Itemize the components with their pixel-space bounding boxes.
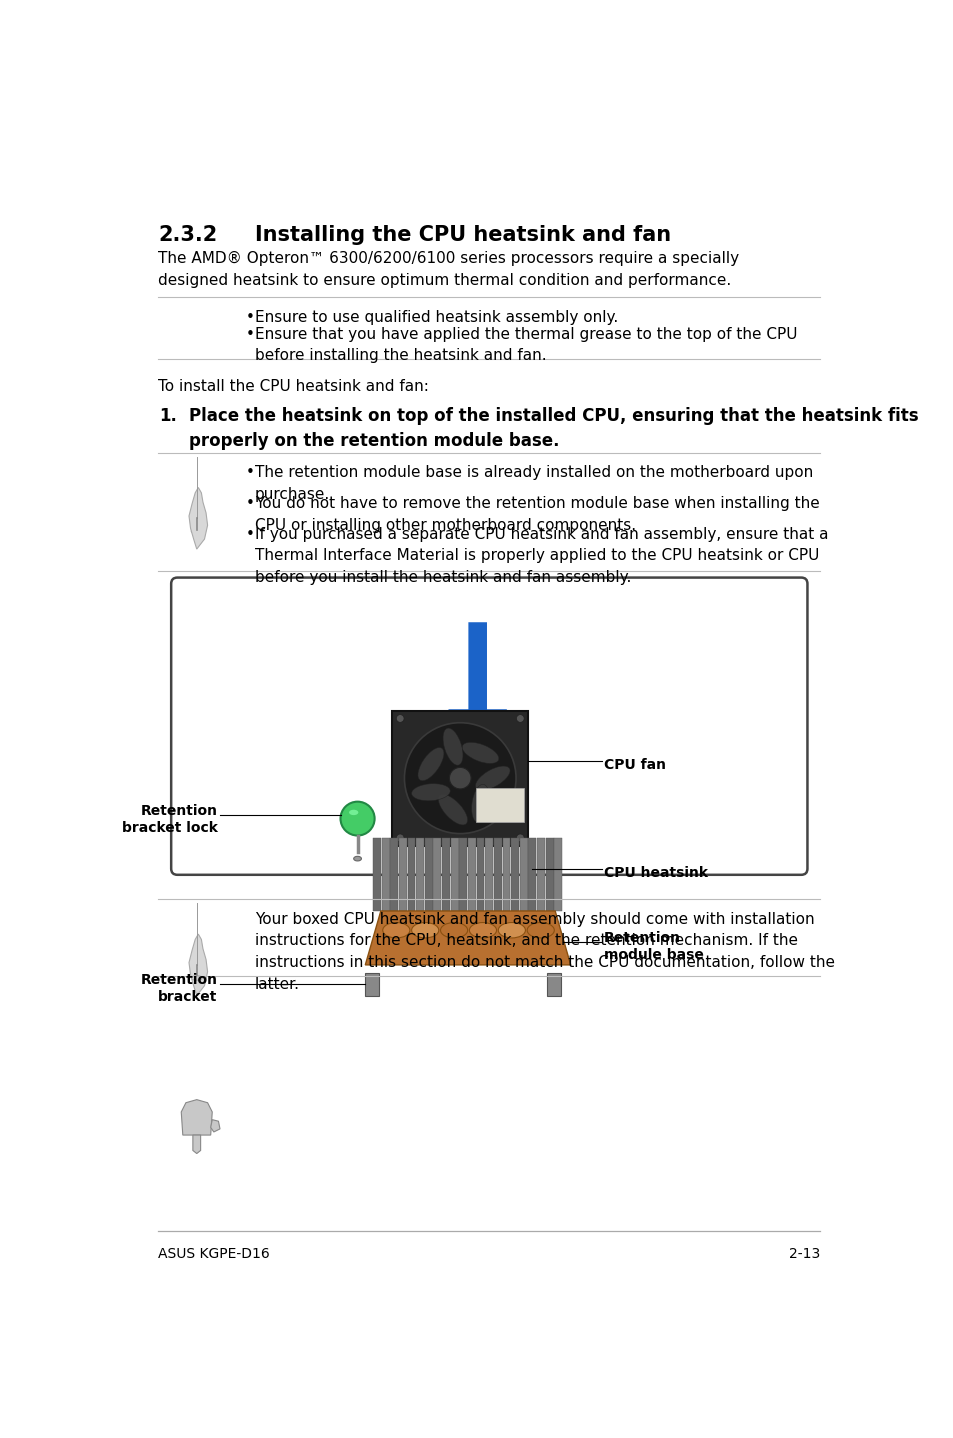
Ellipse shape [475,766,510,791]
Polygon shape [448,623,507,752]
Text: Retention
bracket: Retention bracket [140,974,217,1004]
Ellipse shape [438,794,467,825]
Ellipse shape [497,923,525,938]
Ellipse shape [354,856,361,861]
Polygon shape [189,935,208,995]
Polygon shape [211,1120,220,1132]
Polygon shape [545,838,553,912]
FancyBboxPatch shape [392,710,528,846]
Text: CPU heatsink: CPU heatsink [603,866,707,880]
Polygon shape [433,838,441,912]
Text: Ensure that you have applied the thermal grease to the top of the CPU
before ins: Ensure that you have applied the thermal… [254,326,797,364]
Polygon shape [476,838,484,912]
Polygon shape [502,838,510,912]
Circle shape [395,834,404,841]
Ellipse shape [471,784,489,823]
Polygon shape [189,487,208,549]
Polygon shape [476,788,523,823]
Ellipse shape [349,810,358,815]
Polygon shape [416,838,424,912]
Polygon shape [441,838,450,912]
Polygon shape [537,838,544,912]
Polygon shape [459,838,467,912]
Text: Ensure to use qualified heatsink assembly only.: Ensure to use qualified heatsink assembl… [254,309,618,325]
Polygon shape [450,838,458,912]
Polygon shape [494,838,501,912]
Polygon shape [468,838,476,912]
Text: Your boxed CPU heatsink and fan assembly should come with installation
instructi: Your boxed CPU heatsink and fan assembly… [254,912,834,992]
Polygon shape [381,838,389,912]
Polygon shape [511,838,518,912]
Circle shape [340,801,375,835]
Text: •: • [245,464,254,480]
Ellipse shape [192,975,202,981]
Polygon shape [528,838,536,912]
Ellipse shape [411,923,438,938]
Polygon shape [519,838,527,912]
Ellipse shape [192,529,202,533]
Text: Place the heatsink on top of the installed CPU, ensuring that the heatsink fits
: Place the heatsink on top of the install… [189,407,918,450]
Ellipse shape [440,923,467,938]
Polygon shape [193,1135,200,1153]
Polygon shape [373,838,380,912]
Text: If you purchased a separate CPU heatsink and fan assembly, ensure that a
Thermal: If you purchased a separate CPU heatsink… [254,526,827,585]
Ellipse shape [527,923,554,938]
Circle shape [404,723,516,834]
Ellipse shape [411,784,450,801]
Polygon shape [365,912,570,965]
Text: The AMD® Opteron™ 6300/6200/6100 series processors require a specially
designed : The AMD® Opteron™ 6300/6200/6100 series … [158,252,739,288]
Ellipse shape [442,728,462,765]
Polygon shape [424,838,433,912]
Polygon shape [554,838,561,912]
Text: ASUS KGPE-D16: ASUS KGPE-D16 [158,1247,270,1261]
Polygon shape [547,972,560,995]
FancyBboxPatch shape [171,578,806,874]
Ellipse shape [382,923,410,938]
Text: •: • [245,496,254,510]
Polygon shape [398,838,406,912]
Text: 2-13: 2-13 [788,1247,819,1261]
Circle shape [516,715,523,722]
Text: 1.: 1. [159,407,177,424]
Polygon shape [390,838,397,912]
Ellipse shape [462,742,498,764]
Text: Installing the CPU heatsink and fan: Installing the CPU heatsink and fan [254,224,670,244]
Ellipse shape [417,748,443,781]
Circle shape [449,768,471,789]
Text: •: • [245,309,254,325]
Text: Retention
module base: Retention module base [603,930,703,962]
Text: •: • [245,326,254,342]
Ellipse shape [469,923,496,938]
Polygon shape [181,1100,212,1135]
Text: You do not have to remove the retention module base when installing the
CPU or i: You do not have to remove the retention … [254,496,819,532]
Circle shape [516,834,523,841]
Text: •: • [245,526,254,542]
Polygon shape [365,972,379,995]
Text: To install the CPU heatsink and fan:: To install the CPU heatsink and fan: [158,380,429,394]
Text: CPU fan: CPU fan [603,758,665,772]
Text: The retention module base is already installed on the motherboard upon
purchase.: The retention module base is already ins… [254,464,812,502]
Polygon shape [485,838,493,912]
Text: Retention
bracket lock: Retention bracket lock [122,804,217,835]
Polygon shape [407,838,415,912]
Circle shape [395,715,404,722]
Text: 2.3.2: 2.3.2 [158,224,217,244]
